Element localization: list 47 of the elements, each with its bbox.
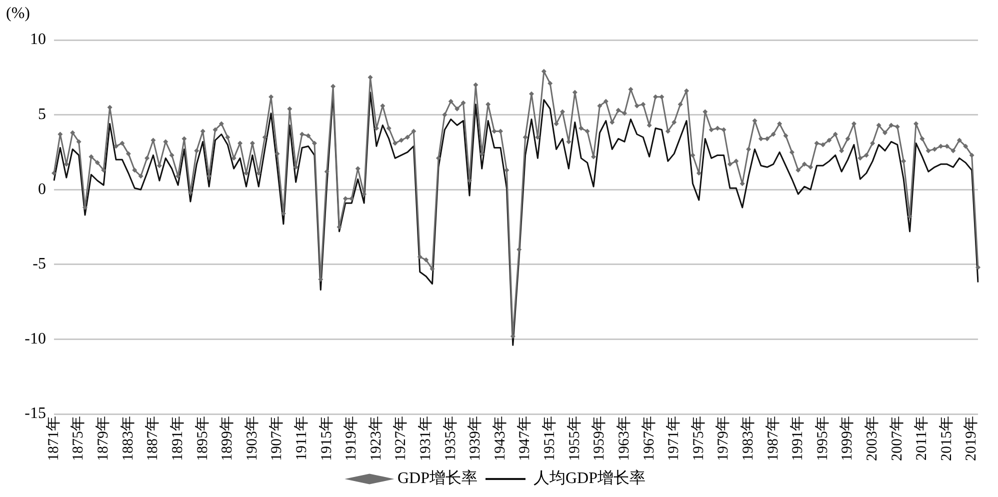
x-tick-label: 2019年: [962, 416, 980, 461]
y-tick-label: 0: [38, 180, 46, 198]
x-tick-label: 1943年: [491, 416, 508, 461]
x-tick-label: 1939年: [466, 416, 484, 461]
legend-label: GDP增长率: [397, 469, 478, 488]
x-tick-label: 1915年: [318, 416, 335, 461]
x-tick-label: 1951年: [541, 416, 558, 461]
x-tick-label: 2015年: [938, 416, 955, 461]
x-tick-label: 1983年: [739, 416, 756, 461]
x-tick-label: 2003年: [864, 416, 881, 461]
y-axis-title: (%): [6, 5, 30, 22]
y-tick-label: -15: [24, 405, 46, 422]
x-tick-label: 1899年: [218, 416, 236, 461]
x-tick-label: 1895年: [194, 416, 211, 461]
x-tick-label: 1883年: [119, 416, 136, 461]
x-tick-label: 1935年: [442, 416, 459, 461]
x-tick-label: 1971年: [665, 416, 682, 461]
x-tick-label: 1911年: [292, 416, 310, 460]
x-tick-label: 1947年: [516, 416, 534, 461]
y-tick-label: -5: [32, 256, 46, 273]
y-tick-label: 5: [38, 106, 46, 124]
x-tick-label: 1975年: [690, 416, 707, 461]
x-tick-label: 1907年: [268, 416, 286, 461]
x-tick-label: 1931年: [417, 416, 434, 461]
x-tick-label: 1979年: [714, 416, 732, 461]
x-tick-label: 1871年: [44, 416, 62, 461]
x-tick-label: 1875年: [70, 416, 87, 461]
x-tick-label: 2007年: [888, 416, 906, 461]
x-tick-label: 1991年: [789, 416, 806, 461]
x-tick-label: 1891年: [168, 416, 186, 461]
y-tick-label: -10: [24, 330, 46, 348]
x-tick-label: 1879年: [94, 416, 112, 461]
legend-label: 人均GDP增长率: [534, 469, 646, 488]
x-tick-label: 1927年: [392, 416, 410, 461]
x-tick-label: 1919年: [342, 416, 360, 461]
x-tick-label: 1955年: [566, 416, 583, 461]
x-tick-label: 2011年: [913, 416, 930, 460]
x-tick-label: 1987年: [764, 416, 782, 461]
x-tick-label: 1967年: [640, 416, 658, 461]
y-tick-label: 10: [30, 31, 46, 48]
x-tick-label: 1995年: [814, 416, 831, 461]
x-tick-label: 1999年: [838, 416, 856, 461]
x-tick-label: 1963年: [615, 416, 632, 461]
x-tick-label: 1887年: [144, 416, 162, 461]
x-tick-label: 1959年: [590, 416, 608, 461]
x-tick-label: 1903年: [243, 416, 260, 461]
x-tick-label: 1923年: [367, 416, 384, 461]
